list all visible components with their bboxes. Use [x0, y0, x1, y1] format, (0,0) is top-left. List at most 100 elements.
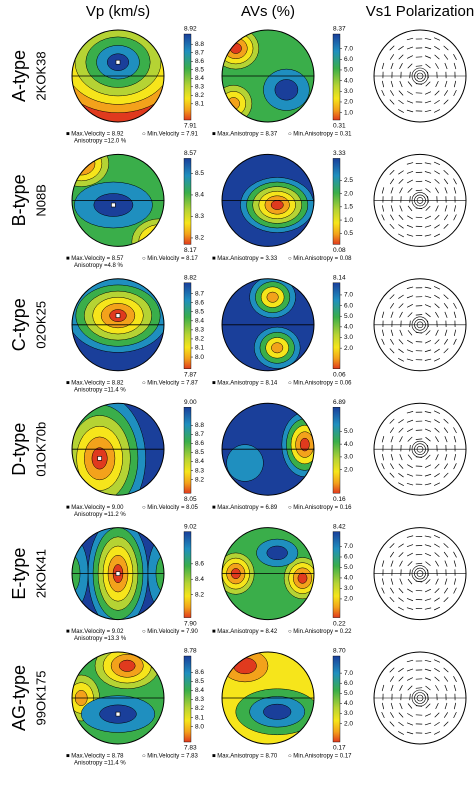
- polarization-tick: [424, 162, 432, 165]
- polarization-tick: [407, 677, 413, 681]
- polarization-tick: [434, 463, 440, 469]
- caption: ■ Max.Anisotropy = 8.42: [212, 629, 278, 635]
- polarization-tick: [453, 560, 457, 567]
- polarization-tick: [407, 436, 413, 442]
- colorbar-min: 0.31: [333, 123, 346, 130]
- polarization-tick: [453, 302, 457, 309]
- polarization-tick: [406, 607, 414, 610]
- polarization-tick: [399, 685, 403, 691]
- polarization-tick: [434, 294, 440, 299]
- polarization-tick: [434, 668, 440, 672]
- polarization-tick: [398, 339, 404, 345]
- polarization-tick: [389, 667, 395, 673]
- polarization-tick: [425, 685, 431, 691]
- polarization-tick: [425, 63, 431, 69]
- sample-name: 01OK70b: [33, 422, 48, 477]
- colorbar-min: 8.05: [184, 496, 197, 503]
- polarization-tick: [443, 543, 449, 549]
- polarization-tick: [398, 712, 404, 718]
- polarization-tick: [389, 676, 395, 682]
- polarization-tick: [398, 473, 404, 478]
- polarization-tick: [381, 62, 385, 70]
- colorbar-tick-label: 2.0: [344, 466, 353, 473]
- outline: [71, 651, 165, 745]
- colorbar-max: 8.70: [333, 648, 346, 655]
- colorbar: [332, 158, 341, 245]
- polarization-tick: [398, 178, 404, 184]
- colorbar-tick-label: 8.1: [195, 714, 204, 721]
- colorbar-tick-label: 8.3: [195, 84, 204, 91]
- colorbar: [183, 33, 192, 121]
- polarization-tick: [381, 684, 385, 692]
- polarization-tick: [424, 340, 432, 344]
- caption: ■ Max.Anisotropy = 6.89: [212, 505, 278, 511]
- caption: ■ Max.Anisotropy = 8.70: [212, 754, 278, 760]
- caption: ○ Min.Velocity = 8.17: [142, 256, 198, 262]
- polarization-tick: [415, 438, 423, 440]
- row-type: B-type: [9, 174, 29, 226]
- max-marker: [115, 711, 121, 717]
- polarization-tick: [443, 223, 449, 229]
- contour: [226, 444, 264, 482]
- polarization-tick: [389, 54, 395, 60]
- polarization-tick: [424, 731, 432, 735]
- colorbar: [183, 158, 192, 245]
- polarization-tick: [398, 463, 404, 469]
- max-marker: [115, 59, 121, 65]
- polarization-tick: [389, 348, 395, 354]
- colorbar-tick-label: 2.0: [344, 720, 353, 727]
- colorbar: [332, 655, 341, 743]
- caption: ■ Max.Velocity = 8.57: [66, 256, 124, 262]
- colorbar-tick-label: 3.0: [344, 454, 353, 461]
- polarization-tick: [433, 659, 441, 663]
- polarization-tick: [424, 473, 432, 477]
- colorbar-tick-label: 8.6: [195, 561, 204, 568]
- polarization-tick: [390, 684, 394, 692]
- colorbar-tick-label: 8.8: [195, 41, 204, 48]
- caption: ○ Min.Velocity = 7.90: [142, 629, 198, 635]
- polarization-tick: [453, 702, 457, 710]
- polarization-tick: [435, 436, 439, 443]
- outline: [221, 278, 315, 372]
- outline: [71, 402, 165, 496]
- polarization-tick: [434, 46, 440, 50]
- polarization-tick: [398, 170, 404, 175]
- polarization-tick: [415, 65, 423, 67]
- colorbar: [332, 282, 341, 369]
- polarization-tick: [399, 80, 403, 88]
- colorbar-tick-label: 6.0: [344, 56, 353, 63]
- contour: [297, 572, 308, 584]
- contour: [271, 342, 284, 354]
- polarization-tick: [434, 676, 440, 682]
- colorbar-tick-label: 8.4: [195, 192, 204, 199]
- colorbar-tick-label: 8.5: [195, 66, 204, 73]
- polarization-tick: [424, 304, 432, 308]
- colorbar-tick-label: 8.3: [195, 327, 204, 334]
- colorbar-max: 9.02: [184, 523, 197, 530]
- polarization-tick: [434, 712, 440, 718]
- polarization-tick: [406, 482, 414, 486]
- polarization-tick: [406, 358, 414, 362]
- polarization-tick: [434, 99, 440, 105]
- polarization-tick: [381, 560, 385, 567]
- polarization-tick: [425, 454, 431, 460]
- colorbar-max: 8.57: [184, 150, 197, 157]
- polarization-tick: [443, 587, 449, 594]
- polarization-tick: [433, 482, 441, 486]
- polarization-tick: [444, 62, 448, 70]
- polarization-tick: [389, 178, 395, 185]
- colorbar-tick-label: 8.2: [195, 705, 204, 712]
- polarization-tick: [443, 427, 449, 433]
- colorbar-tick-label: 4.0: [344, 324, 353, 331]
- caption: ○ Min.Anisotropy = 0.22: [288, 629, 352, 635]
- colorbar-tick-label: 5.0: [344, 690, 353, 697]
- polarization-tick: [381, 702, 385, 710]
- polarization-tick: [407, 187, 413, 193]
- polarization-tick: [406, 37, 414, 41]
- colorbar-tick-label: 2.0: [344, 190, 353, 197]
- polarization-tick: [406, 224, 414, 228]
- polarization-tick: [443, 294, 449, 300]
- colorbar-tick-label: 8.5: [195, 449, 204, 456]
- caption: ■ Max.Velocity = 9.00: [66, 505, 124, 511]
- caption: ○ Min.Anisotropy = 0.16: [288, 505, 352, 511]
